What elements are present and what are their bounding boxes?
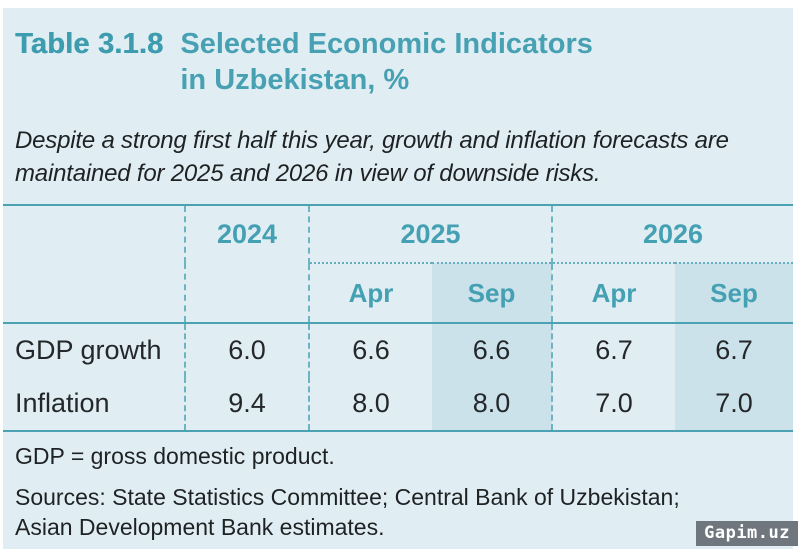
deck-line1: Despite a strong first half this year, g…: [15, 127, 729, 154]
table-deck: Despite a strong first half this year, g…: [15, 124, 781, 190]
month-header-2025-sep: Sep: [432, 263, 553, 324]
table-row-inflation: Inflation 9.4 8.0 8.0 7.0 7.0: [3, 377, 794, 431]
gdp-2025-apr: 6.6: [308, 323, 432, 377]
row-label-header: [3, 205, 185, 324]
watermark-badge: Gapim.uz: [696, 521, 798, 546]
economic-indicators-table: 2024 2025 2026 Apr Sep Apr Sep GDP growt…: [3, 204, 794, 432]
inflation-2025-sep: 8.0: [432, 377, 553, 431]
sources-line2: Asian Development Bank estimates.: [15, 514, 385, 540]
month-header-2025-apr: Apr: [308, 263, 432, 324]
month-header-2026-sep: Sep: [675, 263, 794, 324]
gdp-2026-sep: 6.7: [675, 323, 794, 377]
inflation-2024: 9.4: [184, 377, 309, 431]
deck-line2: maintained for 2025 and 2026 in view of …: [15, 160, 601, 187]
sources-note: Sources: State Statistics Committee; Cen…: [15, 482, 781, 542]
abbreviation-note: GDP = gross domestic product.: [15, 443, 335, 469]
row-label-inflation: Inflation: [15, 388, 110, 418]
table-card: Table 3.1.8 Selected Economic Indicators…: [3, 8, 794, 549]
gdp-2024: 6.0: [184, 323, 309, 377]
inflation-2026-apr: 7.0: [551, 377, 676, 431]
page-title: Table 3.1.8 Selected Economic Indicators…: [15, 26, 781, 98]
table-caption-line2: in Uzbekistan, %: [180, 64, 410, 96]
row-label-gdp-growth: GDP growth: [15, 335, 162, 365]
month-header-2026-apr: Apr: [551, 263, 676, 324]
table-footer: GDP = gross domestic product. Sources: S…: [15, 442, 781, 542]
table-row-gdp-growth: GDP growth 6.0 6.6 6.6 6.7 6.7: [3, 323, 794, 377]
table-caption-line1: Selected Economic Indicators: [180, 28, 593, 60]
gdp-2026-apr: 6.7: [551, 323, 676, 377]
table-number: Table 3.1.8: [15, 28, 164, 60]
sources-line1: Sources: State Statistics Committee; Cen…: [15, 484, 680, 510]
year-header-2026: 2026: [551, 205, 794, 264]
gdp-2025-sep: 6.6: [432, 323, 553, 377]
inflation-2025-apr: 8.0: [308, 377, 432, 431]
month-header-row: Apr Sep Apr Sep: [3, 263, 794, 324]
table-caption: Selected Economic Indicators in Uzbekist…: [180, 26, 593, 98]
year-header-2025: 2025: [307, 205, 553, 264]
year-header-row: 2024 2025 2026: [3, 205, 794, 324]
year-header-2024: 2024: [184, 205, 309, 324]
inflation-2026-sep: 7.0: [675, 377, 794, 431]
